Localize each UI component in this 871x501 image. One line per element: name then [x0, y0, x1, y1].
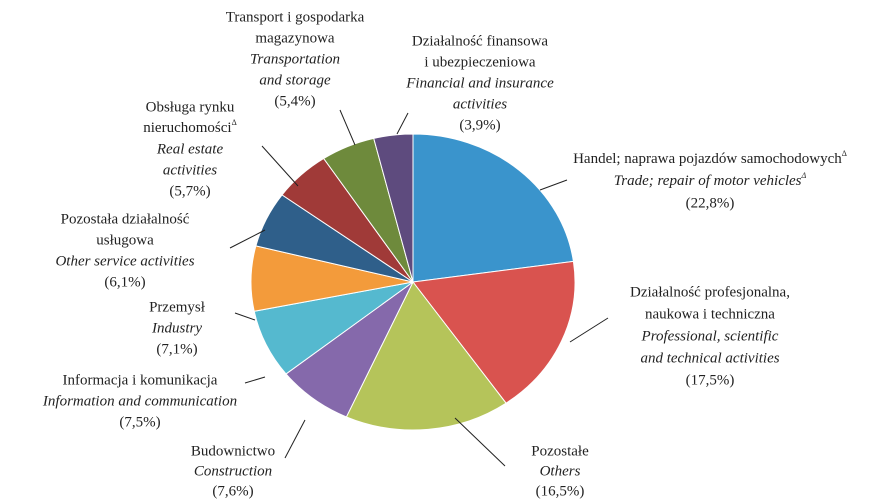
label-sup: Δ	[842, 149, 847, 158]
pie-slice	[412, 260, 576, 404]
slice-label: naukowa i techniczna	[645, 306, 775, 322]
slice-label: Budownictwo	[191, 443, 275, 459]
slice-label: (7,6%)	[212, 483, 253, 499]
slice-label: Działalność profesjonalna,	[630, 284, 790, 300]
leader-line	[339, 109, 356, 146]
slice-label: Real estate	[156, 141, 224, 157]
slice-label: nieruchomościΔ	[143, 118, 236, 137]
leader-line	[244, 376, 266, 384]
slice-label: Trade; repair of motor vehiclesΔ	[614, 171, 807, 190]
slice-label: activities	[453, 96, 507, 112]
leader-line	[454, 417, 506, 467]
label-text: nieruchomości	[143, 120, 231, 136]
leader-line	[539, 179, 568, 191]
slice-label: Industry	[151, 320, 202, 336]
slice-label: Financial and insurance	[405, 75, 554, 91]
label-sup: Δ	[232, 118, 237, 127]
slice-label: Other service activities	[55, 253, 194, 269]
leader-line	[284, 419, 306, 459]
leader-line	[396, 112, 409, 135]
slice-label: and storage	[259, 72, 331, 88]
pie-slice	[412, 133, 574, 283]
slice-label: Others	[540, 463, 581, 479]
label-text: Trade; repair of motor vehicles	[614, 173, 802, 189]
slice-label: (5,7%)	[169, 183, 210, 199]
slice-label: (22,8%)	[686, 195, 735, 211]
slice-label: (5,4%)	[274, 93, 315, 109]
slice-label: (7,1%)	[156, 341, 197, 357]
slice-label: and technical activities	[640, 350, 779, 366]
leader-line	[229, 229, 266, 249]
slice-label: Handel; naprawa pojazdów samochodowychΔ	[573, 149, 847, 168]
slice-label: Informacja i komunikacja	[63, 372, 218, 388]
slice-label: (17,5%)	[686, 372, 735, 388]
slice-label: Pozostałe	[531, 443, 589, 459]
slice-label: magazynowa	[255, 30, 334, 46]
pie-slice	[373, 133, 414, 283]
label-text: Handel; naprawa pojazdów samochodowych	[573, 151, 842, 167]
leader-line	[234, 312, 256, 321]
slice-label: Information and communication	[42, 393, 237, 409]
slice-label: i ubezpieczeniowa	[424, 54, 536, 70]
slice-label: Działalność finansowa	[412, 33, 549, 49]
slice-label: (3,9%)	[459, 117, 500, 133]
leader-line	[569, 317, 609, 343]
slice-label: (6,1%)	[104, 274, 145, 290]
label-sup: Δ	[801, 171, 807, 180]
slice-label: (16,5%)	[536, 483, 585, 499]
leader-line	[261, 145, 299, 187]
slice-label: Przemysł	[149, 299, 206, 315]
slice-label: Pozostała działalność	[61, 211, 190, 227]
pie-slice	[345, 281, 507, 431]
slice-label: usługowa	[96, 232, 154, 248]
slice-label: activities	[163, 162, 217, 178]
slice-label: Construction	[194, 463, 272, 479]
slice-label: (7,5%)	[119, 414, 160, 430]
slice-label: Transport i gospodarka	[226, 9, 365, 25]
slice-label: Obsługa rynku	[146, 99, 235, 115]
slice-label: Professional, scientific	[641, 328, 779, 344]
slice-label: Transportation	[250, 51, 340, 67]
